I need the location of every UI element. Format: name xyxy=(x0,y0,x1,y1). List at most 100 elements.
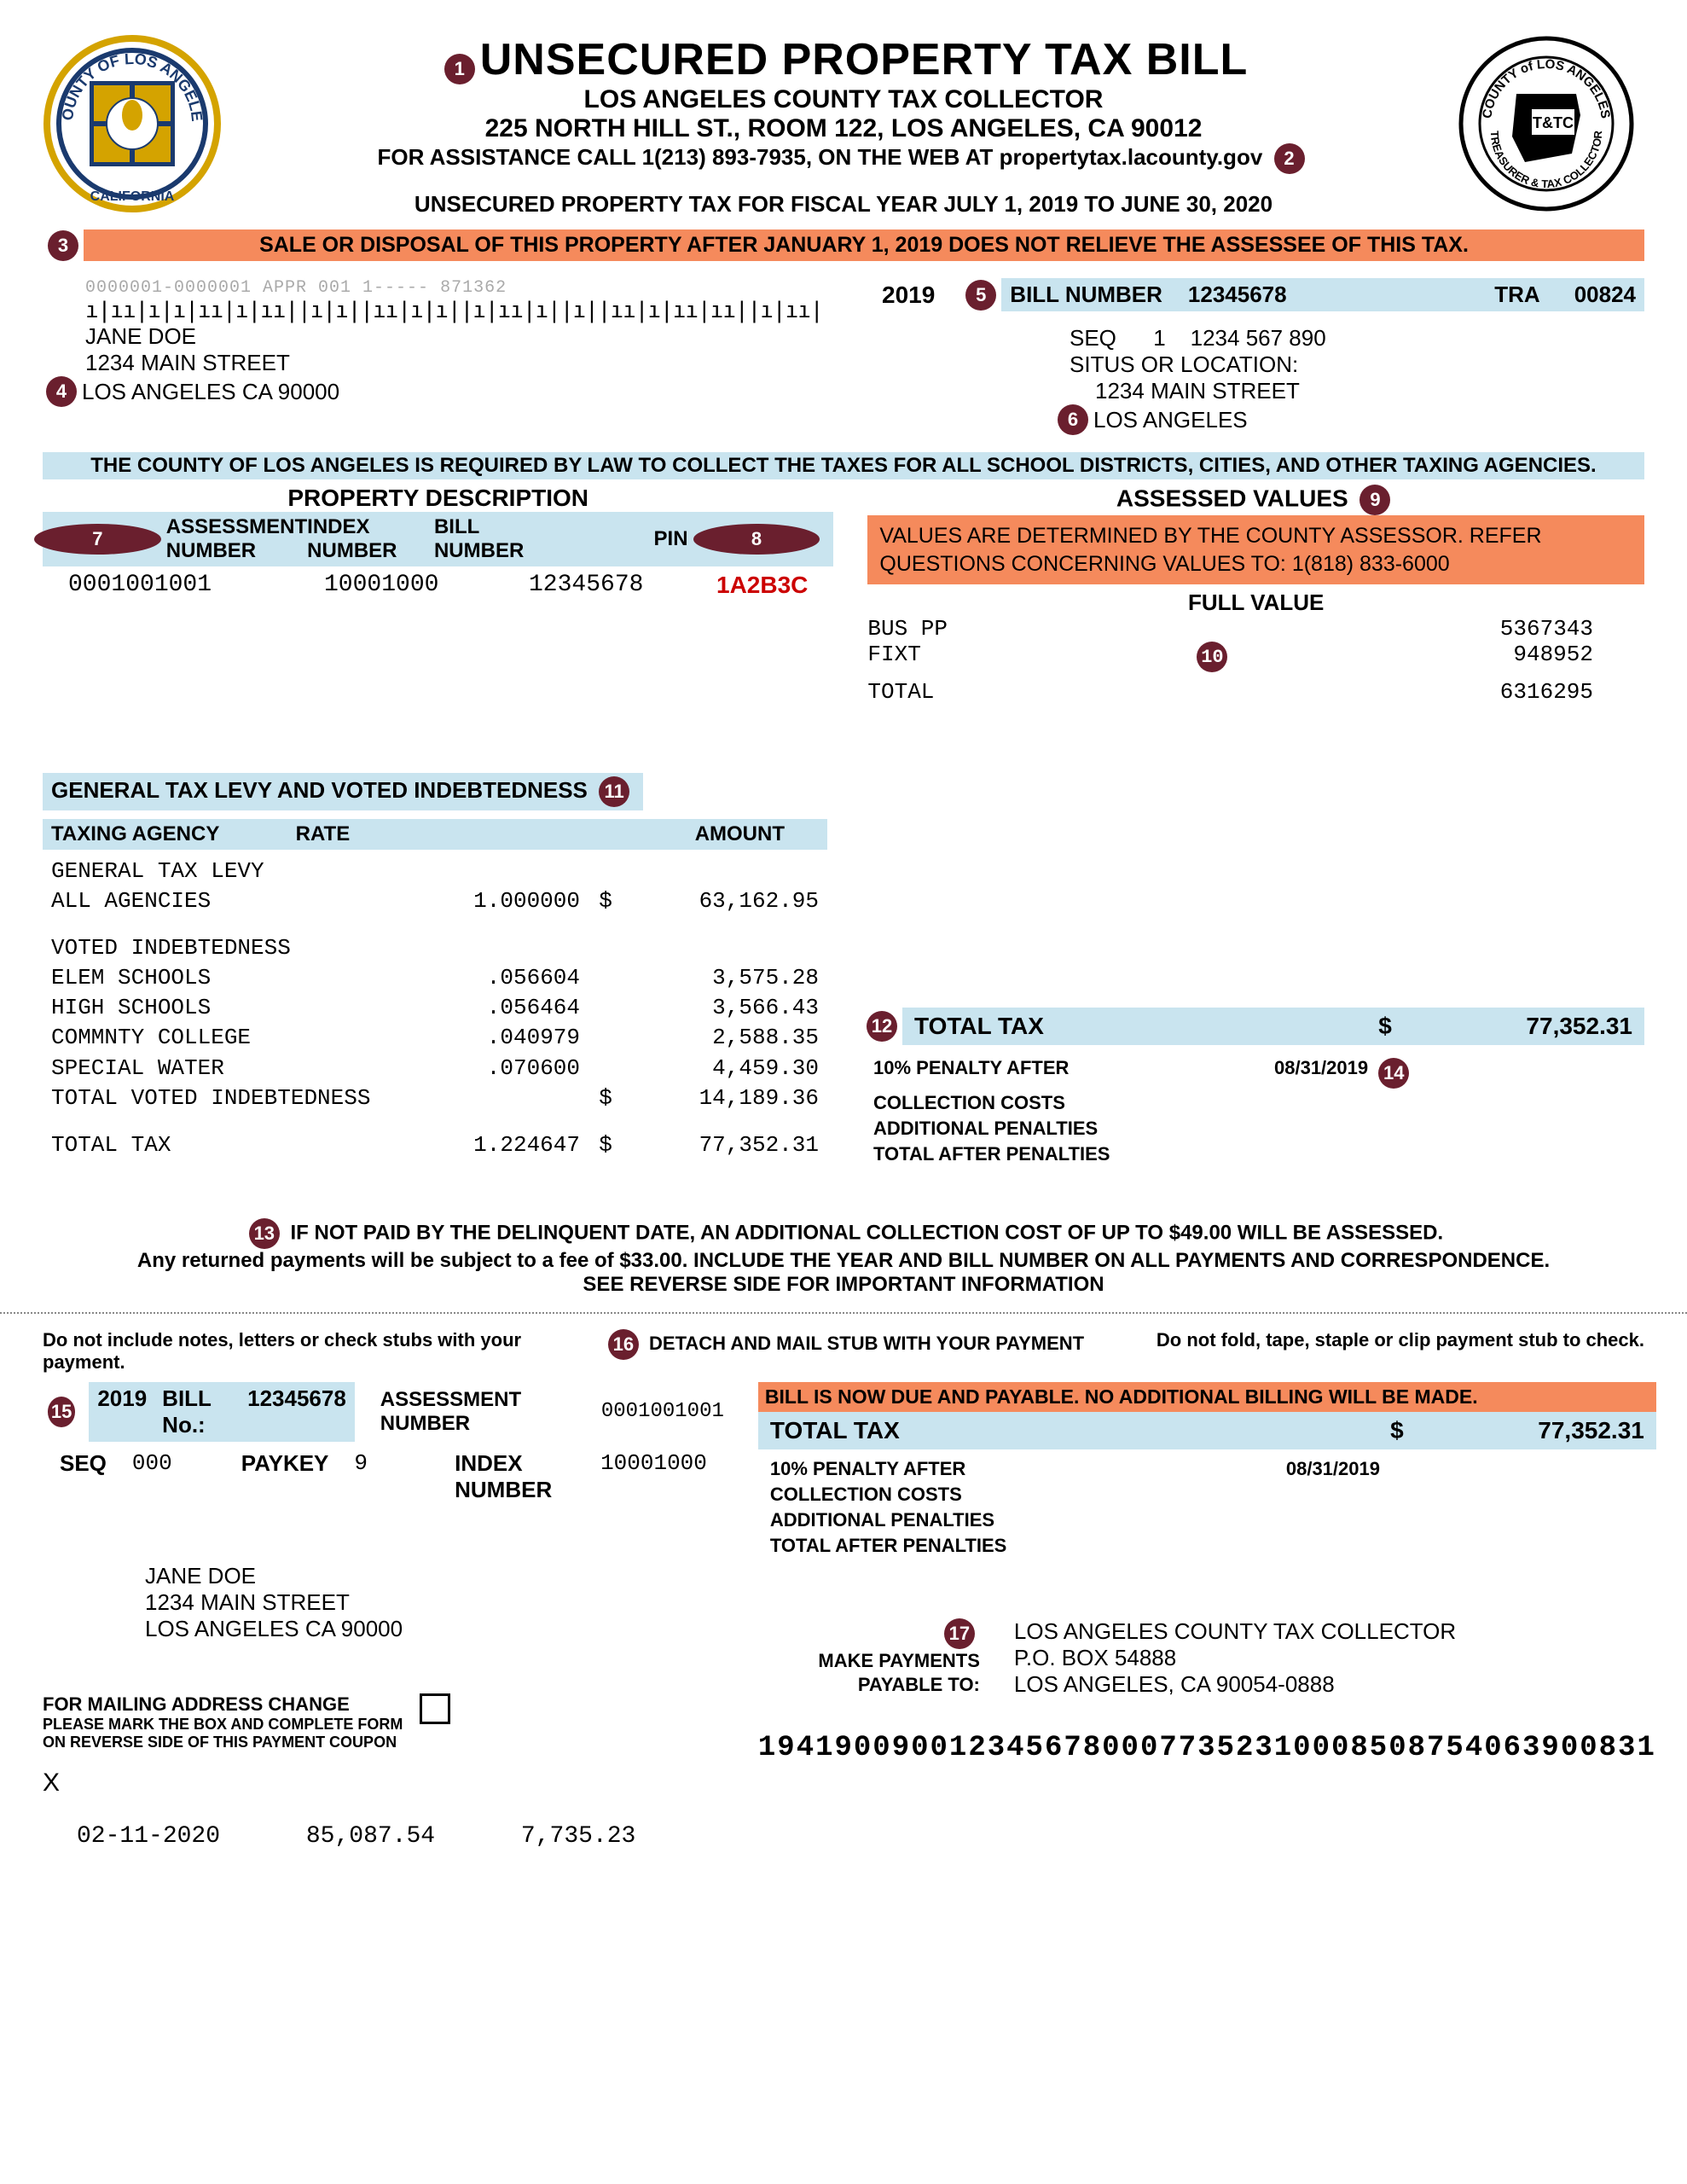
pen-label: 10% PENALTY AFTER xyxy=(873,1057,1274,1089)
vi0n: ELEM SCHOOLS xyxy=(51,963,409,993)
stub-year: 2019 xyxy=(97,1385,147,1438)
coll-label: COLLECTION COSTS xyxy=(873,1092,1274,1114)
gen-levy-rate: 1.000000 xyxy=(409,886,580,916)
marker-7: 7 xyxy=(34,524,161,555)
stub-name: JANE DOE xyxy=(145,1563,724,1589)
voted-total-label: TOTAL VOTED INDEBTEDNESS xyxy=(51,1083,495,1113)
stub-seq-label: SEQ xyxy=(60,1450,107,1503)
assessor-notice: VALUES ARE DETERMINED BY THE COUNTY ASSE… xyxy=(867,515,1644,584)
marker-8: 8 xyxy=(693,524,820,555)
stub-pen-date: 08/31/2019 xyxy=(1286,1458,1474,1480)
vi1n: HIGH SCHOOLS xyxy=(51,993,409,1023)
marker-2: 2 xyxy=(1274,143,1305,174)
vi2a: 2,588.35 xyxy=(631,1023,819,1053)
marker-15: 15 xyxy=(48,1397,75,1427)
total-tax-label: TOTAL TAX xyxy=(914,1013,1359,1040)
stub-index-label: INDEX NUMBER xyxy=(455,1450,575,1503)
situs-line2: LOS ANGELES xyxy=(1093,407,1248,433)
postal-barcode: ı|ıı|ı|ı|ıı|ı|ıı||ı|ı||ıı|ı|ı||ı|ıı|ı||ı… xyxy=(85,298,848,323)
stub-seq: 000 xyxy=(132,1450,172,1503)
marker-17: 17 xyxy=(944,1618,975,1649)
due-notice: BILL IS NOW DUE AND PAYABLE. NO ADDITION… xyxy=(758,1382,1656,1412)
marker-4: 4 xyxy=(46,376,77,407)
h-bill: BILL NUMBER xyxy=(434,515,561,563)
svg-text:CALIFORNIA: CALIFORNIA xyxy=(90,189,175,204)
footer-line1: IF NOT PAID BY THE DELINQUENT DATE, AN A… xyxy=(290,1221,1443,1244)
stub-amt1: 85,087.54 xyxy=(306,1823,435,1850)
levy-h-rate: RATE xyxy=(296,822,541,846)
stub-pen-label: 10% PENALTY AFTER xyxy=(770,1458,1286,1480)
vi3n: SPECIAL WATER xyxy=(51,1054,409,1083)
vi1a: 3,566.43 xyxy=(631,993,819,1023)
perforation-line xyxy=(0,1312,1687,1314)
assessee-name: JANE DOE xyxy=(85,323,848,350)
stub-paykey-label: PAYKEY xyxy=(241,1450,329,1503)
stub-total-amt: 77,352.31 xyxy=(1423,1417,1644,1444)
gen-levy-label: GENERAL TAX LEVY xyxy=(51,857,409,886)
bill-year: 2019 xyxy=(882,282,935,309)
stub-paykey: 9 xyxy=(354,1450,368,1503)
marker-6: 6 xyxy=(1058,404,1088,435)
seq-label: SEQ xyxy=(1070,325,1116,351)
stub-assess: 0001001001 xyxy=(601,1400,724,1423)
payable-2: P.O. BOX 54888 xyxy=(1014,1645,1456,1671)
footer-line2: Any returned payments will be subject to… xyxy=(43,1249,1644,1273)
stub-instr-right: Do not fold, tape, staple or clip paymen… xyxy=(1110,1329,1644,1374)
fiscal-year: UNSECURED PROPERTY TAX FOR FISCAL YEAR J… xyxy=(230,191,1457,218)
svg-text:T&TC: T&TC xyxy=(1533,114,1574,131)
levy-total-amt: 77,352.31 xyxy=(631,1130,819,1160)
stub-date: 02-11-2020 xyxy=(77,1823,220,1850)
val-amt-0: 5367343 xyxy=(1055,616,1644,642)
assist-text: FOR ASSISTANCE CALL 1(213) 893-7935, ON … xyxy=(377,144,999,170)
val-label-0: BUS PP xyxy=(867,616,1055,642)
h-index: INDEX NUMBER xyxy=(307,515,434,563)
seq-value: 1 xyxy=(1153,325,1165,351)
stub-bill: 12345678 xyxy=(247,1385,346,1438)
vi2n: COMMNTY COLLEGE xyxy=(51,1023,409,1053)
stub-coll-label: COLLECTION COSTS xyxy=(770,1484,1644,1506)
voted-label: VOTED INDEBTEDNESS xyxy=(51,933,409,963)
assessee-city: LOS ANGELES CA 90000 xyxy=(82,379,339,405)
footer-line3: SEE REVERSE SIDE FOR IMPORTANT INFORMATI… xyxy=(43,1273,1644,1297)
pen-date: 08/31/2019 xyxy=(1274,1057,1368,1078)
agency-name: LOS ANGELES COUNTY TAX COLLECTOR xyxy=(230,85,1457,114)
full-value-label: FULL VALUE xyxy=(867,590,1644,616)
stub-instr-left: Do not include notes, letters or check s… xyxy=(43,1329,577,1374)
situs-line1: 1234 MAIN STREET xyxy=(1070,378,1644,404)
address-change-checkbox[interactable] xyxy=(420,1693,450,1724)
county-seal: COUNTY OF LOS ANGELES CALIFORNIA xyxy=(43,34,230,213)
stub-city: LOS ANGELES CA 90000 xyxy=(145,1616,724,1642)
levy-total-rate: 1.224647 xyxy=(409,1130,580,1160)
val-total: 6316295 xyxy=(1055,679,1644,705)
marker-16: 16 xyxy=(608,1329,639,1360)
levy-h-amt: AMOUNT xyxy=(540,822,819,846)
ocr-line: 1941900900123456780007735231000850875406… xyxy=(758,1732,1656,1764)
payable-3: LOS ANGELES, CA 90054-0888 xyxy=(1014,1671,1456,1698)
stub-street: 1234 MAIN STREET xyxy=(145,1589,724,1616)
vi3r: .070600 xyxy=(409,1054,580,1083)
stub-addl-label: ADDITIONAL PENALTIES xyxy=(770,1509,1644,1531)
marker-11: 11 xyxy=(599,776,629,807)
stub-after-label: TOTAL AFTER PENALTIES xyxy=(770,1535,1644,1557)
stub-assess-label: ASSESSMENT NUMBER xyxy=(380,1388,593,1436)
header: COUNTY OF LOS ANGELES CALIFORNIA 1 UNSECU… xyxy=(43,34,1644,218)
marker-1: 1 xyxy=(444,54,475,84)
stub-bill-label: BILL No.: xyxy=(162,1385,232,1438)
marker-5: 5 xyxy=(965,280,996,311)
total-tax-amt: 77,352.31 xyxy=(1411,1013,1632,1040)
vi3a: 4,459.30 xyxy=(631,1054,819,1083)
levy-h-agency: TAXING AGENCY xyxy=(51,822,296,846)
signature-line: X xyxy=(43,1769,724,1798)
marker-12: 12 xyxy=(867,1011,897,1042)
situs-label: SITUS OR LOCATION: xyxy=(1070,351,1644,378)
ttc-seal: COUNTY of LOS ANGELES TREASURER & TAX CO… xyxy=(1457,34,1644,213)
levy-total-label: TOTAL TAX xyxy=(51,1130,409,1160)
marker-14: 14 xyxy=(1378,1058,1409,1089)
stub-instr-center: DETACH AND MAIL STUB WITH YOUR PAYMENT xyxy=(649,1333,1084,1354)
vi1r: .056464 xyxy=(409,993,580,1023)
assessed-title: ASSESSED VALUES xyxy=(1116,485,1348,511)
marker-9: 9 xyxy=(1359,485,1390,515)
payable-1: LOS ANGELES COUNTY TAX COLLECTOR xyxy=(1014,1618,1456,1645)
v-assess: 0001001001 xyxy=(68,572,324,599)
stub-index: 10001000 xyxy=(600,1450,707,1503)
